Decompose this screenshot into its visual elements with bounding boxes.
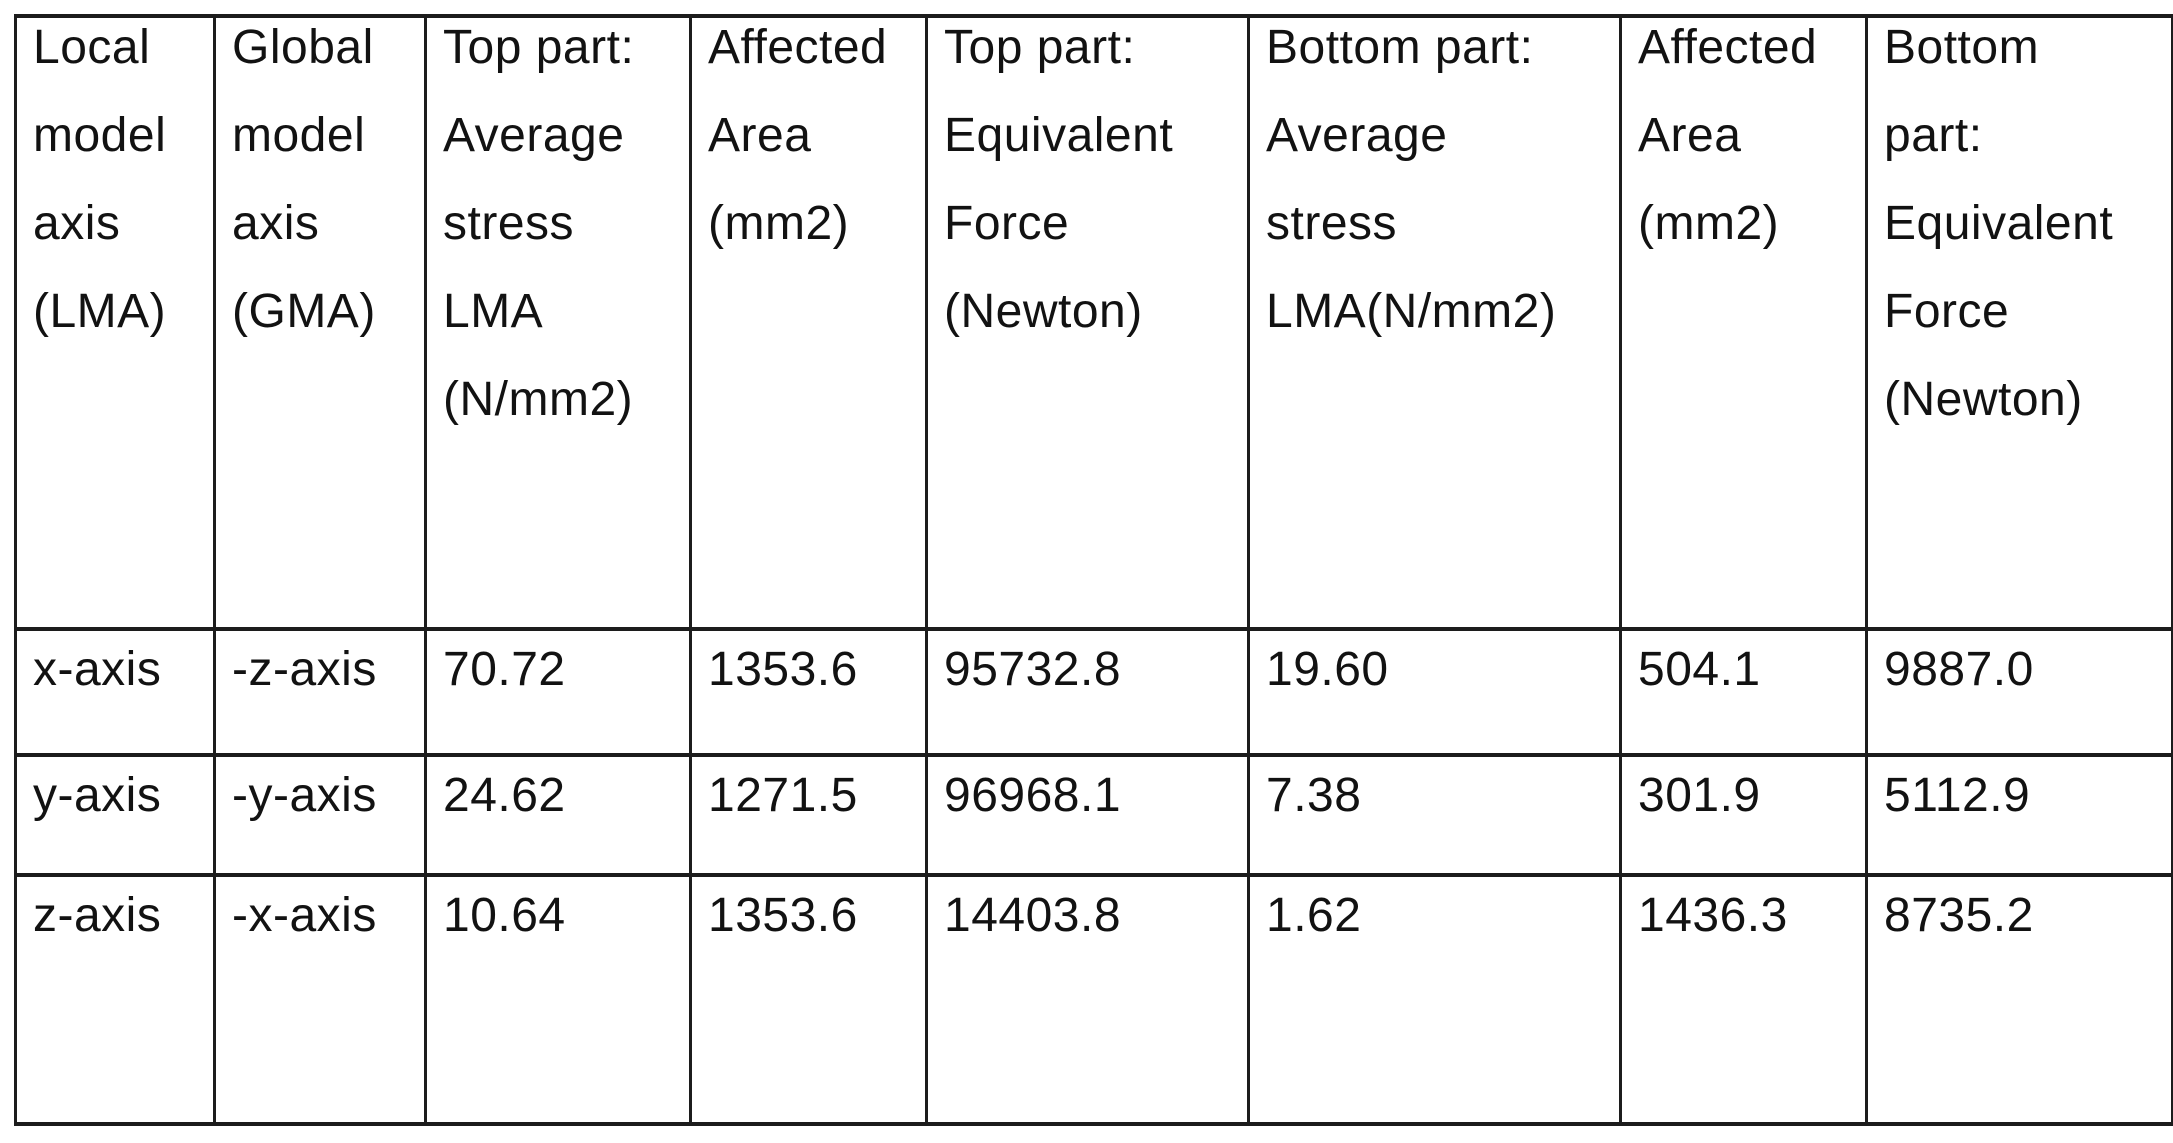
cell-top-area: 1353.6 <box>689 627 928 757</box>
table-row-x-axis: x-axis -z-axis 70.72 1353.6 95732.8 19.6… <box>14 627 2173 757</box>
cell-bottom-avg-stress: 19.60 <box>1247 627 1622 757</box>
header-cell-top-average-stress: Top part: Average stress LMA (N/mm2) <box>424 14 692 631</box>
cell-lma: z-axis <box>14 873 216 1126</box>
cell-bottom-force: 9887.0 <box>1865 627 2173 757</box>
header-cell-top-equivalent-force: Top part: Equivalent Force (Newton) <box>925 14 1250 631</box>
cell-bottom-area: 504.1 <box>1619 627 1868 757</box>
cell-bottom-avg-stress: 7.38 <box>1247 753 1622 877</box>
header-text: Bottom part: Average stress LMA(N/mm2) <box>1266 21 1557 338</box>
cell-lma: y-axis <box>14 753 216 877</box>
header-cell-global-model-axis: Global model axis (GMA) <box>213 14 427 631</box>
cell-top-avg-stress: 24.62 <box>424 753 692 877</box>
cell-top-force: 96968.1 <box>925 753 1250 877</box>
cell-bottom-force: 5112.9 <box>1865 753 2173 877</box>
header-text: Affected Area (mm2) <box>1638 21 1818 250</box>
cell-bottom-area: 301.9 <box>1619 753 1868 877</box>
header-cell-bottom-equivalent-force: Bottom part: Equivalent Force (Newton) <box>1865 14 2173 631</box>
table-row-z-axis: z-axis -x-axis 10.64 1353.6 14403.8 1.62… <box>14 873 2173 1126</box>
cell-top-avg-stress: 10.64 <box>424 873 692 1126</box>
cell-top-force: 95732.8 <box>925 627 1250 757</box>
cell-top-force: 14403.8 <box>925 873 1250 1126</box>
cell-top-area: 1353.6 <box>689 873 928 1126</box>
header-text: Affected Area (mm2) <box>708 21 888 250</box>
cell-gma: -y-axis <box>213 753 427 877</box>
cell-lma: x-axis <box>14 627 216 757</box>
cell-bottom-area: 1436.3 <box>1619 873 1868 1126</box>
header-row: Local model axis (LMA) Global model axis… <box>14 14 2173 631</box>
header-cell-bottom-average-stress: Bottom part: Average stress LMA(N/mm2) <box>1247 14 1622 631</box>
header-cell-local-model-axis: Local model axis (LMA) <box>14 14 216 631</box>
header-text: Bottom part: Equivalent Force (Newton) <box>1884 21 2114 426</box>
header-cell-bottom-affected-area: Affected Area (mm2) <box>1619 14 1868 631</box>
header-text: Top part: Equivalent Force (Newton) <box>944 21 1174 338</box>
cell-top-avg-stress: 70.72 <box>424 627 692 757</box>
cell-gma: -x-axis <box>213 873 427 1126</box>
stress-results-table: Local model axis (LMA) Global model axis… <box>14 14 2173 1126</box>
cell-gma: -z-axis <box>213 627 427 757</box>
cell-bottom-force: 8735.2 <box>1865 873 2173 1126</box>
header-text: Top part: Average stress LMA (N/mm2) <box>443 21 635 426</box>
cell-top-area: 1271.5 <box>689 753 928 877</box>
table-row-y-axis: y-axis -y-axis 24.62 1271.5 96968.1 7.38… <box>14 753 2173 877</box>
header-cell-top-affected-area: Affected Area (mm2) <box>689 14 928 631</box>
header-text: Local model axis (LMA) <box>33 21 167 338</box>
cell-bottom-avg-stress: 1.62 <box>1247 873 1622 1126</box>
header-text: Global model axis (GMA) <box>232 21 376 338</box>
